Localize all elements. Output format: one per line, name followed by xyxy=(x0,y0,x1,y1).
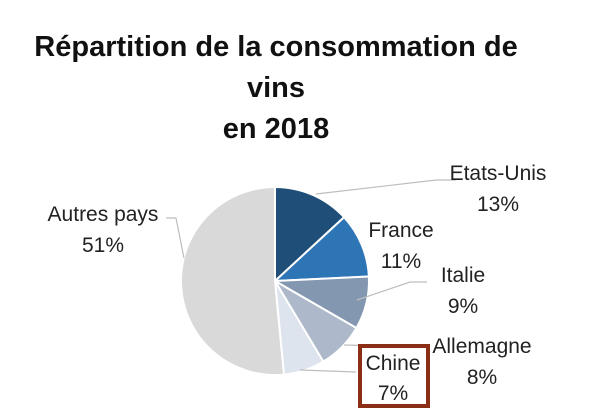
chart-title-line1: Répartition de la consommation de xyxy=(34,31,517,63)
label-name-etats-unis: Etats-Unis xyxy=(450,162,547,185)
label-value-etats-unis: 13% xyxy=(477,193,519,216)
pie-slice-etats-unis xyxy=(274,185,346,284)
label-value-allemagne: 8% xyxy=(467,366,497,389)
leader-line-chine xyxy=(299,369,357,373)
label-value-autres-pays: 51% xyxy=(82,234,124,257)
leader-line-italie xyxy=(356,281,427,301)
slice-labels: Etats-Unis 13% France 11% Italie 9% Alle… xyxy=(48,162,547,405)
pie-slices xyxy=(180,185,370,376)
chart-title-line2: vins xyxy=(247,72,305,104)
label-name-allemagne: Allemagne xyxy=(432,335,531,358)
label-name-autres-pays: Autres pays xyxy=(48,203,159,226)
leader-line-autres-pays xyxy=(166,217,185,259)
chine-highlight-box xyxy=(358,344,430,408)
pie-slice-france xyxy=(272,215,370,283)
label-name-chine: Chine xyxy=(366,352,421,375)
label-name-italie: Italie xyxy=(441,264,485,287)
label-name-france: France xyxy=(368,219,433,242)
pie-slice-autres-pays xyxy=(180,185,286,376)
label-value-france: 11% xyxy=(381,250,421,273)
label-value-chine: 7% xyxy=(378,382,408,405)
chart-title-line3: en 2018 xyxy=(223,113,329,145)
leader-line-etats-unis xyxy=(315,179,456,195)
label-value-italie: 9% xyxy=(448,295,478,318)
